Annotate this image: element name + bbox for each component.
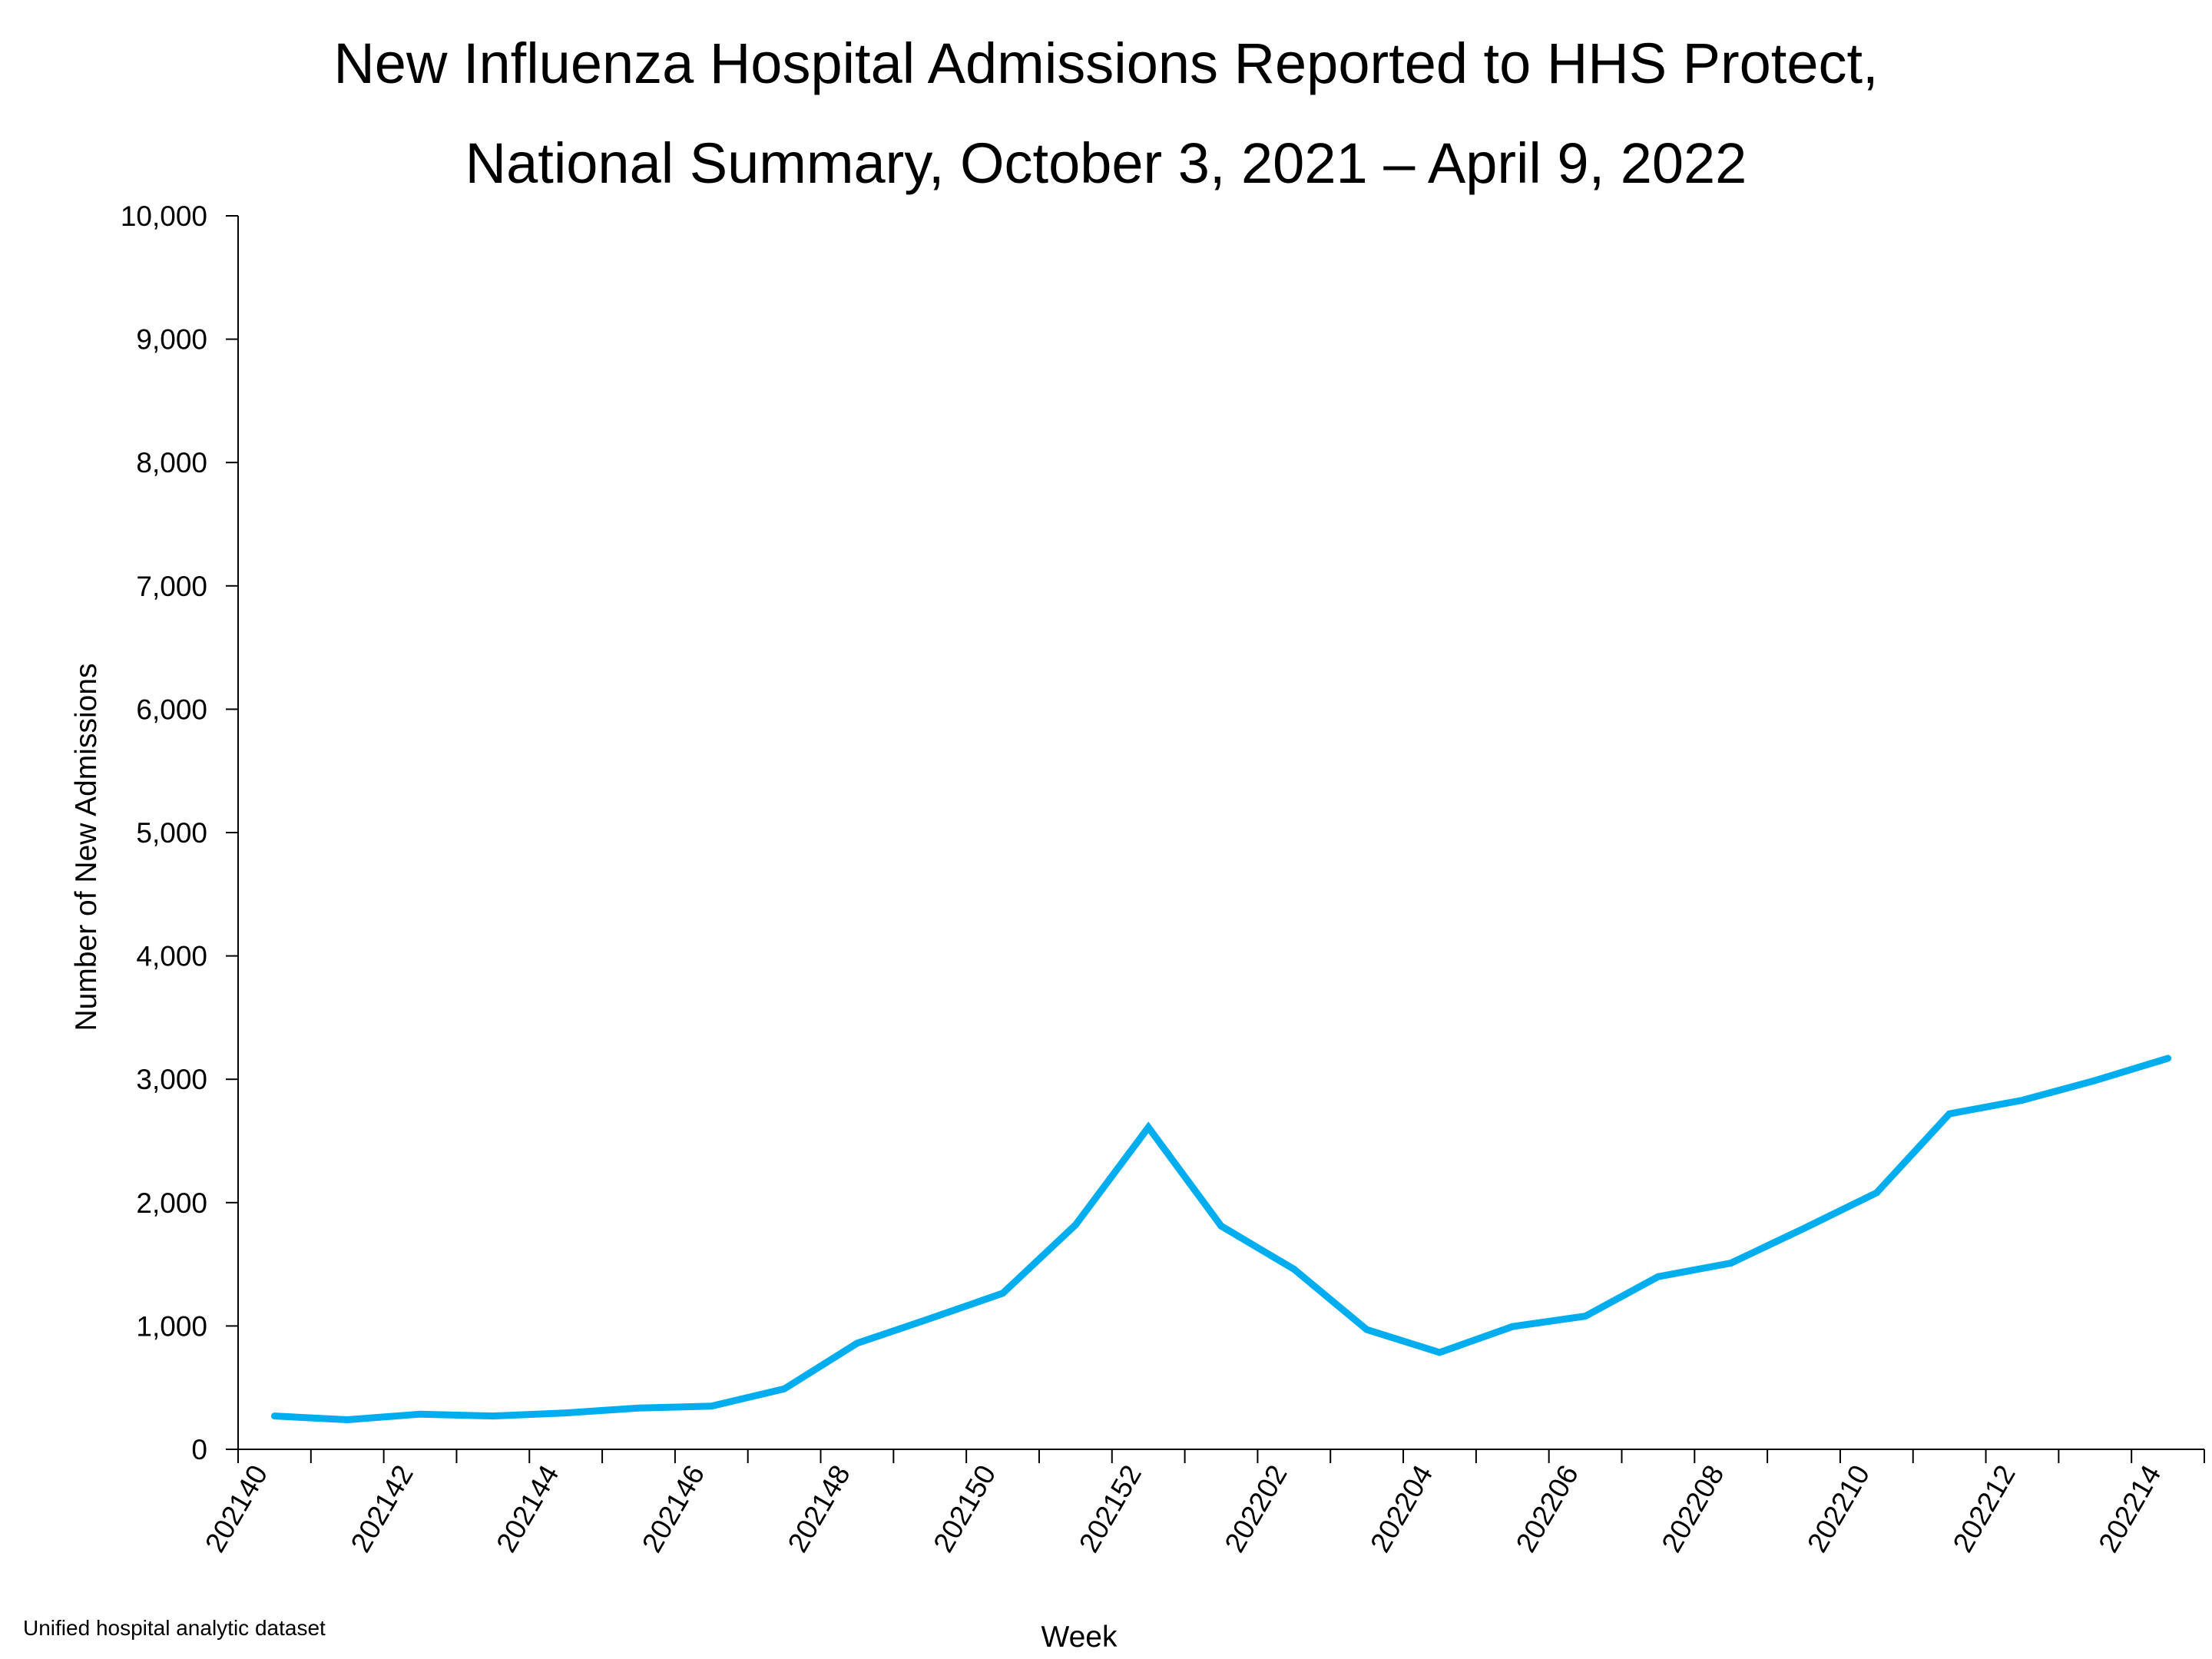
- y-tick-label: 4,000: [136, 941, 207, 972]
- data-point: [1218, 1223, 1224, 1230]
- data-point: [781, 1386, 788, 1392]
- y-tick-label: 7,000: [136, 571, 207, 602]
- y-tick-label: 2,000: [136, 1187, 207, 1219]
- x-axis: 202140 202142 202144 202146 202148 202150 2021…: [199, 1449, 2205, 1558]
- data-point: [1800, 1225, 1807, 1232]
- series-line: [270, 1055, 2172, 1424]
- y-tick-label: 8,000: [136, 447, 207, 478]
- source-note: Unified hospital analytic dataset: [23, 1616, 326, 1640]
- x-tick-label: 202148: [782, 1460, 856, 1558]
- x-tick-label: 202210: [1801, 1460, 1876, 1558]
- data-point: [635, 1405, 642, 1412]
- data-point: [271, 1412, 278, 1419]
- x-tick-label: 202204: [1364, 1460, 1439, 1558]
- data-point: [489, 1412, 496, 1419]
- data-point: [1436, 1349, 1443, 1356]
- data-point: [1727, 1260, 1734, 1267]
- data-point: [1509, 1323, 1516, 1330]
- x-tick-label: 202206: [1510, 1460, 1584, 1558]
- y-tick-label: 3,000: [136, 1064, 207, 1095]
- chart-title-line-1: New Influenza Hospital Admissions Report…: [333, 31, 1879, 95]
- x-tick-label: 202142: [345, 1460, 419, 1558]
- data-point: [1873, 1189, 1880, 1196]
- data-point: [1654, 1273, 1661, 1280]
- x-tick-label: 202146: [636, 1460, 710, 1558]
- data-point: [926, 1315, 933, 1322]
- data-point: [2018, 1097, 2025, 1104]
- data-point: [853, 1339, 860, 1346]
- x-tick-label: 202202: [1219, 1460, 1293, 1558]
- data-point: [344, 1416, 351, 1423]
- chart-title-line-2: National Summary, October 3, 2021 – Apri…: [465, 131, 1747, 195]
- y-axis-title: Number of New Admissions: [70, 663, 103, 1031]
- data-point: [1072, 1221, 1079, 1228]
- y-tick-label: 5,000: [136, 817, 207, 849]
- x-tick-label: 202214: [2092, 1460, 2167, 1558]
- y-tick-label: 9,000: [136, 324, 207, 356]
- data-point: [1946, 1111, 1953, 1118]
- chart-title: New Influenza Hospital Admissions Report…: [0, 14, 2212, 214]
- data-point: [562, 1409, 569, 1416]
- y-tick-label: 0: [191, 1434, 207, 1465]
- x-tick-label: 202212: [1947, 1460, 2022, 1558]
- data-point: [417, 1411, 424, 1418]
- x-tick-label: 202208: [1655, 1460, 1730, 1558]
- y-tick-label: 6,000: [136, 694, 207, 725]
- x-tick-label: 202140: [199, 1460, 273, 1558]
- x-tick-label: 202144: [490, 1460, 565, 1558]
- data-point: [1582, 1313, 1589, 1320]
- data-point: [1290, 1266, 1297, 1273]
- data-point: [1145, 1124, 1152, 1131]
- data-point: [2091, 1077, 2098, 1084]
- data-point: [708, 1402, 715, 1409]
- data-point: [999, 1290, 1006, 1296]
- x-tick-label: 202152: [1073, 1460, 1147, 1558]
- y-tick-label: 10,000: [121, 200, 207, 232]
- x-axis-title: Week: [1041, 1621, 1118, 1654]
- x-tick-label: 202150: [927, 1460, 1002, 1558]
- y-axis: 0 1,000 2,000 3,000 4,000 5,000 6,000 7,000 8,00…: [121, 200, 239, 1465]
- series-layer: [270, 1055, 2172, 1424]
- data-point: [2164, 1055, 2171, 1061]
- y-tick-label: 1,000: [136, 1310, 207, 1342]
- data-point: [1363, 1326, 1370, 1333]
